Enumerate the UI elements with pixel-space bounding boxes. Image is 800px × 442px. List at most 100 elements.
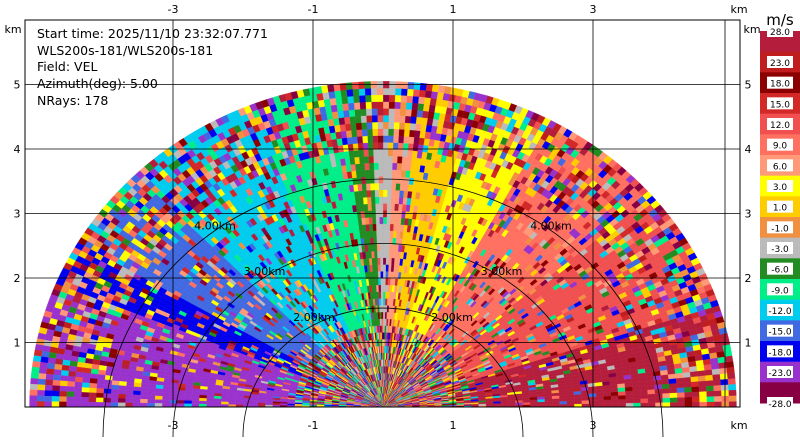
range-bin xyxy=(361,177,366,184)
range-bin xyxy=(372,109,378,116)
range-bin xyxy=(410,123,416,130)
range-bin xyxy=(401,211,405,218)
range-bin xyxy=(530,402,537,405)
range-bin xyxy=(375,204,379,211)
range-bin xyxy=(343,110,349,117)
range-bin xyxy=(648,389,656,394)
range-bin xyxy=(387,170,392,177)
range-bin xyxy=(345,124,351,131)
range-bin xyxy=(385,312,387,319)
range-bin xyxy=(391,183,396,190)
range-bin xyxy=(388,136,393,143)
range-bin xyxy=(353,89,360,96)
range-bin xyxy=(365,88,371,95)
range-bin xyxy=(369,163,374,170)
range-bin xyxy=(596,400,604,404)
range-bin xyxy=(722,401,729,407)
range-bin xyxy=(390,231,394,238)
range-bin xyxy=(399,197,404,204)
range-bin xyxy=(596,393,604,397)
range-bin xyxy=(371,102,377,109)
range-bin xyxy=(417,110,423,117)
range-bin xyxy=(714,402,721,408)
range-bin xyxy=(377,88,383,95)
range-bin xyxy=(395,197,399,204)
range-bin xyxy=(392,251,395,258)
range-bin xyxy=(390,224,394,231)
range-bin xyxy=(662,384,670,389)
range-bin xyxy=(383,149,388,156)
range-bin xyxy=(399,190,404,197)
range-bin xyxy=(390,217,394,224)
range-bin xyxy=(388,156,393,163)
range-bin xyxy=(347,96,354,103)
range-bin xyxy=(394,217,398,224)
range-bin xyxy=(378,163,383,170)
range-bin xyxy=(611,392,619,396)
range-bin xyxy=(611,399,618,403)
range-bin xyxy=(596,396,604,400)
range-bin xyxy=(370,176,375,183)
range-bin xyxy=(398,136,404,143)
range-bin xyxy=(418,97,425,104)
range-bin xyxy=(346,89,353,96)
range-bin xyxy=(388,142,393,149)
range-bin xyxy=(727,367,735,373)
range-bin xyxy=(372,129,378,136)
range-bin xyxy=(383,305,385,312)
range-bin xyxy=(383,142,388,149)
range-bin xyxy=(407,89,414,96)
range-bin xyxy=(726,361,734,368)
range-bin xyxy=(719,368,727,374)
range-bin xyxy=(394,204,398,211)
range-bin xyxy=(727,373,735,379)
range-bin xyxy=(387,197,391,204)
range-bin xyxy=(385,305,387,312)
range-bin xyxy=(684,382,692,388)
range-bin xyxy=(336,104,343,111)
range-bin xyxy=(418,138,424,145)
range-bin xyxy=(327,85,334,93)
range-bin xyxy=(365,170,370,177)
range-bin xyxy=(552,401,559,404)
range-bin xyxy=(369,156,374,163)
range-bin xyxy=(393,129,399,136)
range-bin xyxy=(416,117,422,124)
range-bin xyxy=(714,396,722,402)
range-bin xyxy=(597,403,604,407)
range-bin xyxy=(389,109,395,116)
range-bin xyxy=(729,390,737,396)
range-bin xyxy=(389,102,395,109)
range-bin xyxy=(685,402,692,407)
range-bin xyxy=(366,190,371,197)
range-bin xyxy=(383,95,389,102)
range-bin xyxy=(647,381,655,386)
range-bin xyxy=(378,278,381,285)
range-bin xyxy=(705,369,713,375)
range-bin xyxy=(366,115,372,122)
range-bin xyxy=(699,386,707,392)
range-bin xyxy=(523,402,531,405)
range-bin xyxy=(387,292,389,299)
range-bin xyxy=(378,122,384,129)
range-bin xyxy=(352,82,359,89)
range-bin xyxy=(604,396,612,400)
range-bin xyxy=(409,130,415,137)
range-bin xyxy=(669,383,677,388)
range-bin xyxy=(383,292,385,299)
range-bin xyxy=(378,156,383,163)
range-bin xyxy=(367,122,373,129)
range-bin xyxy=(711,363,719,369)
range-bin xyxy=(389,251,392,258)
range-bin xyxy=(376,224,380,231)
range-bin xyxy=(545,402,553,405)
range-bin xyxy=(383,231,386,238)
range-bin xyxy=(393,143,398,150)
range-bin xyxy=(707,396,715,402)
range-bin xyxy=(640,390,648,395)
range-bin xyxy=(380,244,383,251)
range-bin xyxy=(385,278,388,285)
range-bin xyxy=(364,156,369,163)
range-bin xyxy=(369,224,373,231)
range-bin xyxy=(413,89,420,96)
